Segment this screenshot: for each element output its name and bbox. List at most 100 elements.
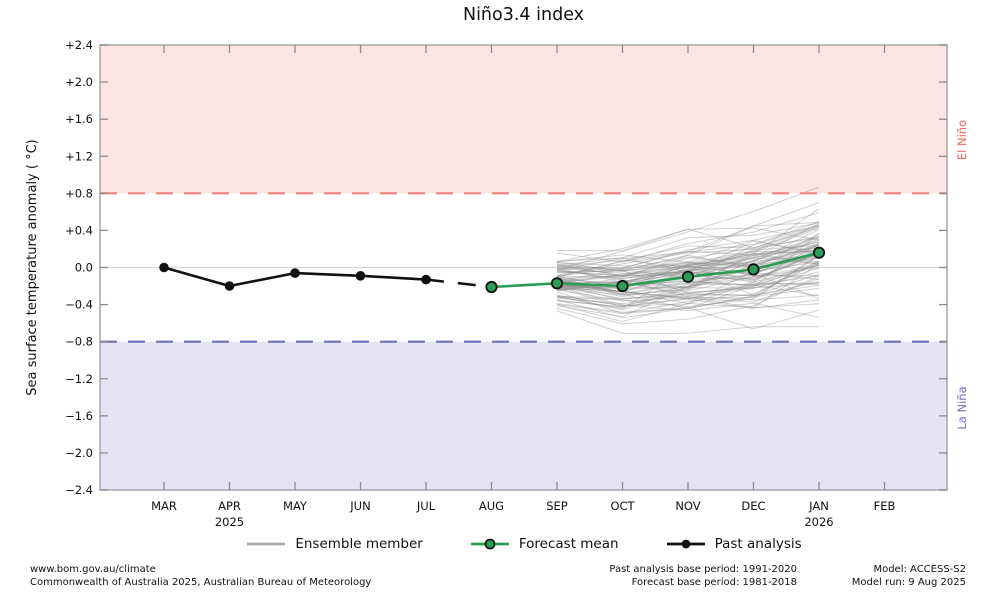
x-year-label: 2025 <box>215 515 244 529</box>
ensemble-member-line <box>556 282 820 308</box>
y-tick-label: −1.2 <box>65 372 93 386</box>
chart-legend: Ensemble member Forecast mean Past analy… <box>100 536 947 552</box>
ensemble-member-line <box>556 278 820 310</box>
ensemble-member-line <box>556 202 820 278</box>
forecast-mean-point <box>616 279 629 293</box>
legend-label-past-analysis: Past analysis <box>714 536 802 552</box>
ensemble-member-line <box>556 227 820 272</box>
el-nino-band <box>100 45 947 194</box>
ensemble-member-line <box>556 273 820 297</box>
forecast-mean-point <box>747 263 760 276</box>
ensemble-member-line <box>556 271 820 299</box>
ensemble-member-line <box>556 248 820 291</box>
el-nino-label: El Niño <box>955 120 969 160</box>
ensemble-member-line <box>556 282 820 309</box>
ensemble-member-line <box>556 262 820 296</box>
x-tick-label: JUN <box>349 499 370 513</box>
ensemble-member-line <box>556 228 820 263</box>
ensemble-member-line <box>556 243 820 300</box>
ensemble-member-line <box>556 260 820 277</box>
footer-forecast-base-period: Forecast base period: 1981-2018 <box>631 576 797 588</box>
ensemble-member-line <box>556 254 820 280</box>
forecast-mean-point <box>550 277 564 290</box>
past-analysis-swatch-icon <box>666 539 705 549</box>
y-tick-label: +2.4 <box>65 38 93 52</box>
legend-label-ensemble: Ensemble member <box>295 536 423 552</box>
x-tick-label: JAN <box>808 499 829 513</box>
y-tick-label: +0.4 <box>65 223 93 237</box>
ensemble-member-line <box>556 239 820 296</box>
ensemble-member-line <box>556 275 820 325</box>
x-tick-label: MAY <box>283 499 308 513</box>
forecast-mean-line <box>491 251 820 289</box>
y-tick-label: −0.4 <box>65 298 93 312</box>
y-tick-label: −2.4 <box>65 483 93 497</box>
past-analysis-point <box>159 262 169 273</box>
x-tick-label: JUL <box>416 499 436 513</box>
forecast-mean-point <box>681 270 695 283</box>
y-tick-label: +2.0 <box>65 75 93 89</box>
y-tick-label: +0.8 <box>65 186 93 200</box>
ensemble-member-line <box>556 257 820 301</box>
ensemble-member-line <box>556 282 820 307</box>
ensemble-member-line <box>556 284 820 309</box>
forecast-mean-point <box>812 246 826 259</box>
ensemble-member-line <box>556 261 820 323</box>
past-analysis-point <box>290 268 300 278</box>
la-nina-band <box>100 341 947 490</box>
footer-source: www.bom.gov.au/climate Commonwealth of A… <box>30 564 371 589</box>
footer-copyright: Commonwealth of Australia 2025, Australi… <box>30 576 372 588</box>
ensemble-member-line <box>556 237 820 268</box>
ensemble-member-line <box>556 255 820 276</box>
ensemble-member-line <box>556 235 820 276</box>
ensemble-member-line <box>556 267 820 311</box>
ensemble-member-line <box>556 260 820 314</box>
past-analysis-point <box>224 281 235 291</box>
legend-label-forecast-mean: Forecast mean <box>518 536 619 552</box>
footer-model: Model: ACCESS-S2 <box>873 564 966 575</box>
forecast-mean-point <box>485 280 498 294</box>
y-axis-title: Sea surface temperature anomaly ( °C) <box>25 139 40 395</box>
ensemble-member-line <box>556 273 820 300</box>
x-tick-label: OCT <box>610 499 635 513</box>
y-tick-label: −1.6 <box>65 409 93 423</box>
ensemble-member-line <box>556 249 820 269</box>
ensemble-member-line <box>556 224 820 278</box>
past-analysis-point <box>355 271 366 281</box>
past-analysis-point <box>421 274 431 285</box>
ensemble-member-line <box>556 251 820 280</box>
ensemble-member-line <box>556 221 820 273</box>
x-tick-label: DEC <box>741 499 765 513</box>
ensemble-member-line <box>556 222 820 266</box>
y-tick-label: 0.0 <box>75 261 93 275</box>
ensemble-member-line <box>556 303 820 330</box>
ensemble-member-line <box>556 227 820 252</box>
ensemble-member-line <box>556 285 820 318</box>
x-tick-label: NOV <box>675 499 700 513</box>
ensemble-member-line <box>556 264 820 305</box>
ensemble-member-line <box>556 252 820 289</box>
y-tick-label: +1.6 <box>65 112 93 126</box>
ensemble-member-line <box>556 247 820 289</box>
ensemble-member-line <box>556 239 820 263</box>
ensemble-member-line <box>556 287 820 319</box>
x-tick-label: SEP <box>546 499 568 513</box>
footer-base-periods: Past analysis base period: 1991-2020 For… <box>609 564 797 589</box>
ensemble-member-line <box>556 278 820 307</box>
ensemble-member-line <box>556 225 820 270</box>
ensemble-member-line <box>556 275 820 315</box>
ensemble-member-line <box>556 225 820 277</box>
ensemble-member-line <box>556 245 820 271</box>
ensemble-member-line <box>556 284 820 300</box>
ensemble-member-line <box>556 221 820 271</box>
ensemble-member-line <box>556 244 820 283</box>
past-to-forecast-connector <box>425 278 492 289</box>
ensemble-member-line <box>556 186 820 271</box>
ensemble-member-line <box>556 250 820 284</box>
footer-model-run: Model run: 9 Aug 2025 <box>851 576 966 588</box>
chart-title: Niño3.4 index <box>462 5 585 25</box>
ensemble-member-line <box>556 244 820 284</box>
y-tick-label: −0.8 <box>65 335 93 349</box>
ensemble-member-line <box>556 241 820 318</box>
